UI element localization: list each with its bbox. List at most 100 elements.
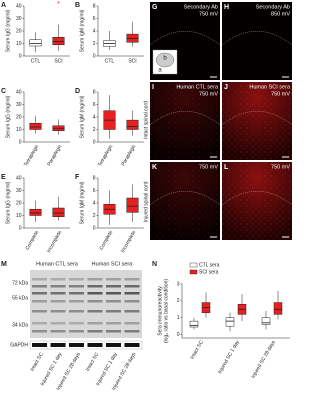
y-tick-label: 2 (177, 298, 180, 304)
micrograph-texture (222, 82, 292, 160)
voltage: 750 mV (199, 11, 218, 17)
band (50, 292, 66, 295)
x-tick-label: Paraplegic (120, 143, 137, 167)
y-tick-label: 8 (93, 175, 96, 181)
y-tick-label: 3 (177, 281, 180, 287)
y-tick-label: 4 (93, 28, 96, 34)
band (32, 310, 47, 313)
y-tick-label: 8 (93, 3, 96, 9)
y-tick-label: 40 (16, 89, 22, 95)
x-tick-label: Injured SC 1 day (217, 339, 241, 375)
y-axis-label: Serum IgM (mg/ml) (79, 181, 85, 224)
band (50, 310, 66, 313)
y-tick-label: 4 (93, 200, 96, 206)
box (225, 317, 235, 327)
y-axis-label: (log₂ ratio vs basal condition) (163, 279, 169, 344)
image-title: Secondary Ab (184, 4, 218, 10)
panel-label: J (224, 84, 228, 91)
band (50, 330, 66, 333)
micrograph-bg (222, 2, 292, 80)
loading-label: GAPDH (10, 342, 28, 348)
x-tick-label: Tetraplegic (97, 143, 115, 167)
gapdh-band (106, 343, 121, 347)
band (124, 310, 140, 313)
y-axis-label: Sera immunoreactivity (157, 286, 163, 336)
box (261, 317, 271, 325)
band (87, 285, 103, 288)
y-tick-label: 40 (16, 175, 22, 181)
y-tick-label: 20 (16, 200, 22, 206)
band (106, 278, 121, 281)
y-axis-label: Serum IgM (mg/ml) (79, 9, 85, 52)
band (124, 300, 140, 303)
box (126, 119, 139, 130)
x-tick-label: SCI (128, 58, 136, 64)
legend-label: SCI sera (199, 269, 219, 275)
y-tick-label: 40 (16, 3, 22, 9)
band (106, 292, 121, 295)
band (87, 278, 103, 281)
band (106, 322, 121, 325)
box (126, 197, 139, 213)
band (87, 330, 103, 333)
voltage: 750 mV (271, 91, 290, 97)
band (32, 292, 47, 295)
panel-label: I (152, 84, 154, 91)
y-tick-label: 20 (16, 114, 22, 120)
band (69, 300, 84, 303)
box (273, 302, 283, 315)
box (29, 209, 42, 216)
y-tick-label: 10 (16, 127, 22, 133)
y-tick-label: 8 (93, 89, 96, 95)
significance: * (57, 1, 60, 8)
x-tick-label: Incomplete (46, 229, 64, 253)
inset-cord (155, 52, 175, 68)
panel-label: F (75, 174, 80, 181)
micrograph-texture (150, 82, 220, 160)
y-tick-label: 0 (93, 225, 96, 231)
row-label: Injured spinal cord (143, 181, 149, 222)
band (32, 322, 47, 325)
x-tick-label: Paraplegic (46, 143, 63, 167)
gapdh-strip (29, 340, 143, 350)
gapdh-band (124, 343, 140, 347)
mw-marker: 55 kDa (12, 295, 28, 301)
legend-swatch (189, 262, 198, 268)
band (69, 310, 84, 313)
y-tick-label: 0 (93, 53, 96, 59)
band (69, 330, 84, 333)
gapdh-band (32, 343, 47, 347)
inset-label: a (158, 68, 162, 74)
box (29, 39, 42, 47)
legend-label: CTL sera (199, 262, 220, 268)
band (124, 330, 140, 333)
mw-marker: 34 kDa (12, 322, 28, 328)
micrograph-texture (150, 162, 220, 240)
panel-label: D (75, 88, 80, 95)
panel-label: N (152, 261, 157, 268)
band (50, 285, 66, 288)
voltage: 750 mV (199, 164, 218, 170)
y-axis-label: Serum IgG (mg/ml) (5, 181, 11, 224)
y-tick-label: 30 (16, 188, 22, 194)
panel-label: B (75, 2, 80, 9)
lane-label: Intact SC (29, 351, 45, 372)
band (106, 310, 121, 313)
tissue-outline (221, 31, 293, 46)
band (124, 322, 140, 325)
band (106, 330, 121, 333)
micrograph: K 750 mV (149, 162, 221, 240)
panel-label: K (152, 164, 157, 171)
tissue-outline (221, 111, 293, 126)
box (52, 37, 65, 45)
lane-label: Intact SC (85, 351, 101, 372)
panel-label: G (152, 4, 158, 11)
x-tick-label: Complete (24, 229, 40, 251)
x-tick-label: Incomplete (120, 229, 138, 253)
band (124, 292, 140, 295)
y-tick-label: 1 (177, 315, 180, 321)
group-label: Human CTL sera (36, 261, 79, 267)
band (69, 278, 84, 281)
